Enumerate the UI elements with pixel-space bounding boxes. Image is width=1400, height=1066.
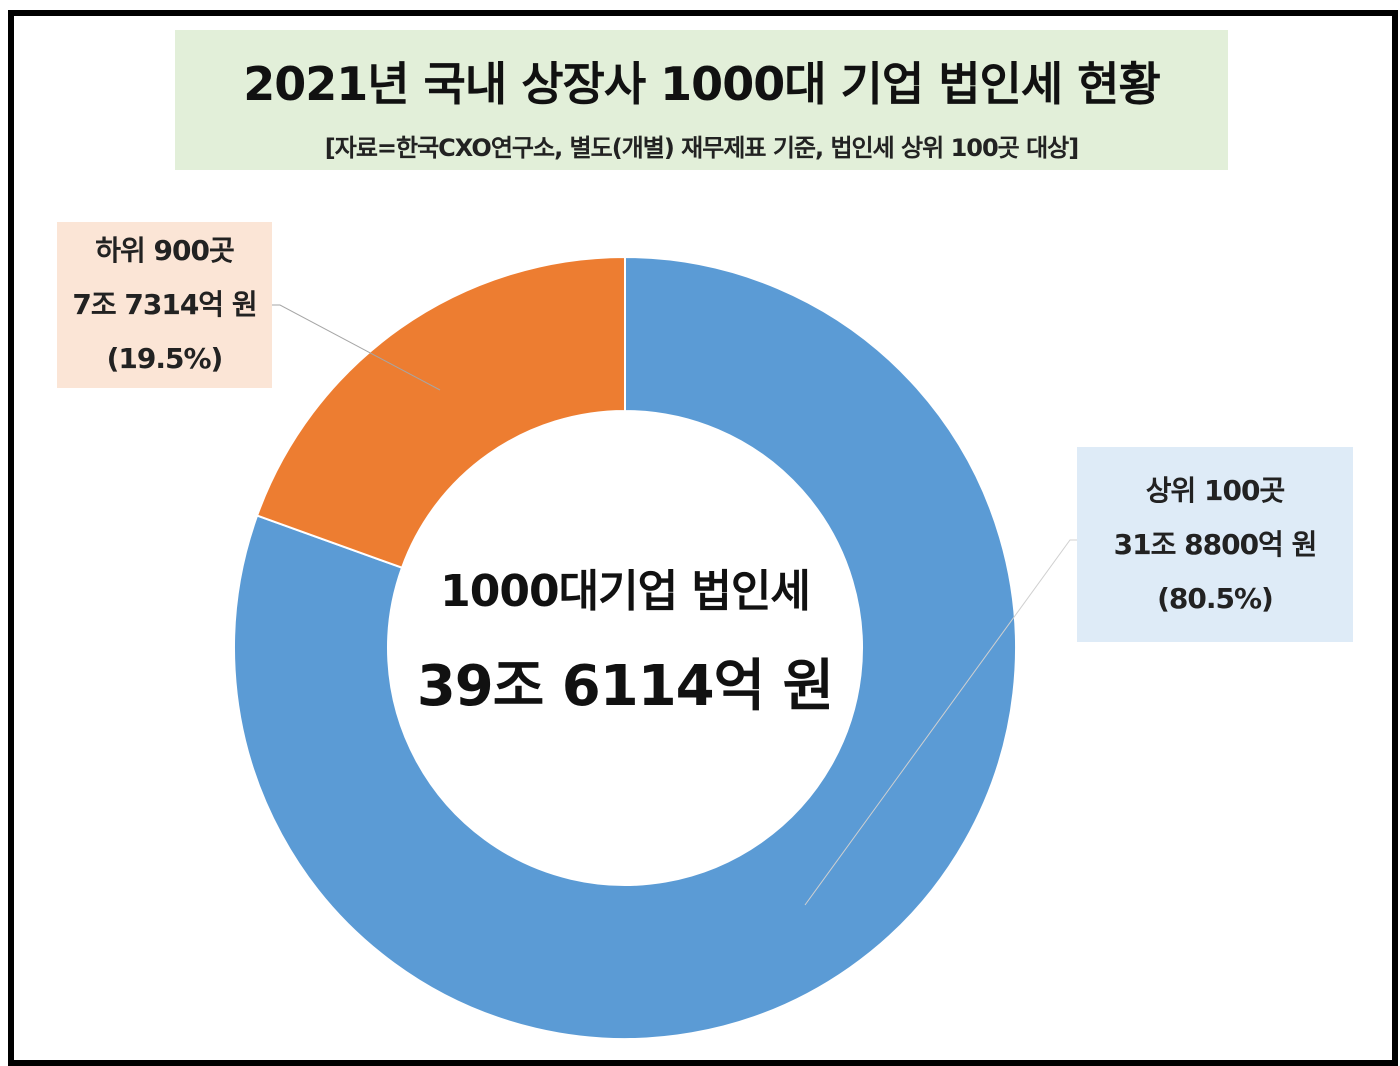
leader-line-top — [804, 539, 1077, 906]
leader-line-bottom — [272, 304, 441, 391]
center-label-total: 39조 6114억 원 — [416, 654, 834, 719]
label-name: 상위 100곳 — [1145, 474, 1285, 507]
chart-subtitle: [자료=한국CXO연구소, 별도(개별) 재무제표 기준, 법인세 상위 100… — [324, 134, 1079, 162]
label-top-100: 상위 100곳 31조 8800억 원 (80.5%) — [1077, 447, 1353, 642]
center-label-title: 1000대기업 법인세 — [440, 566, 811, 617]
center-label: 1000대기업 법인세 39조 6114억 원 — [405, 555, 845, 722]
chart-title: 2021년 국내 상장사 1000대 기업 법인세 현황 — [243, 57, 1161, 111]
donut-slice-0 — [233, 255, 1017, 1040]
title-box: 2021년 국내 상장사 1000대 기업 법인세 현황 [자료=한국CXO연구… — [175, 30, 1228, 170]
label-percent: (19.5%) — [106, 342, 224, 375]
label-name: 하위 900곳 — [95, 234, 234, 267]
label-percent: (80.5%) — [1157, 582, 1274, 615]
label-value: 7조 7314억 원 — [72, 288, 257, 321]
label-value: 31조 8800억 원 — [1113, 528, 1318, 561]
donut-slice-1 — [255, 255, 626, 569]
label-bottom-900: 하위 900곳 7조 7314억 원 (19.5%) — [57, 222, 272, 388]
